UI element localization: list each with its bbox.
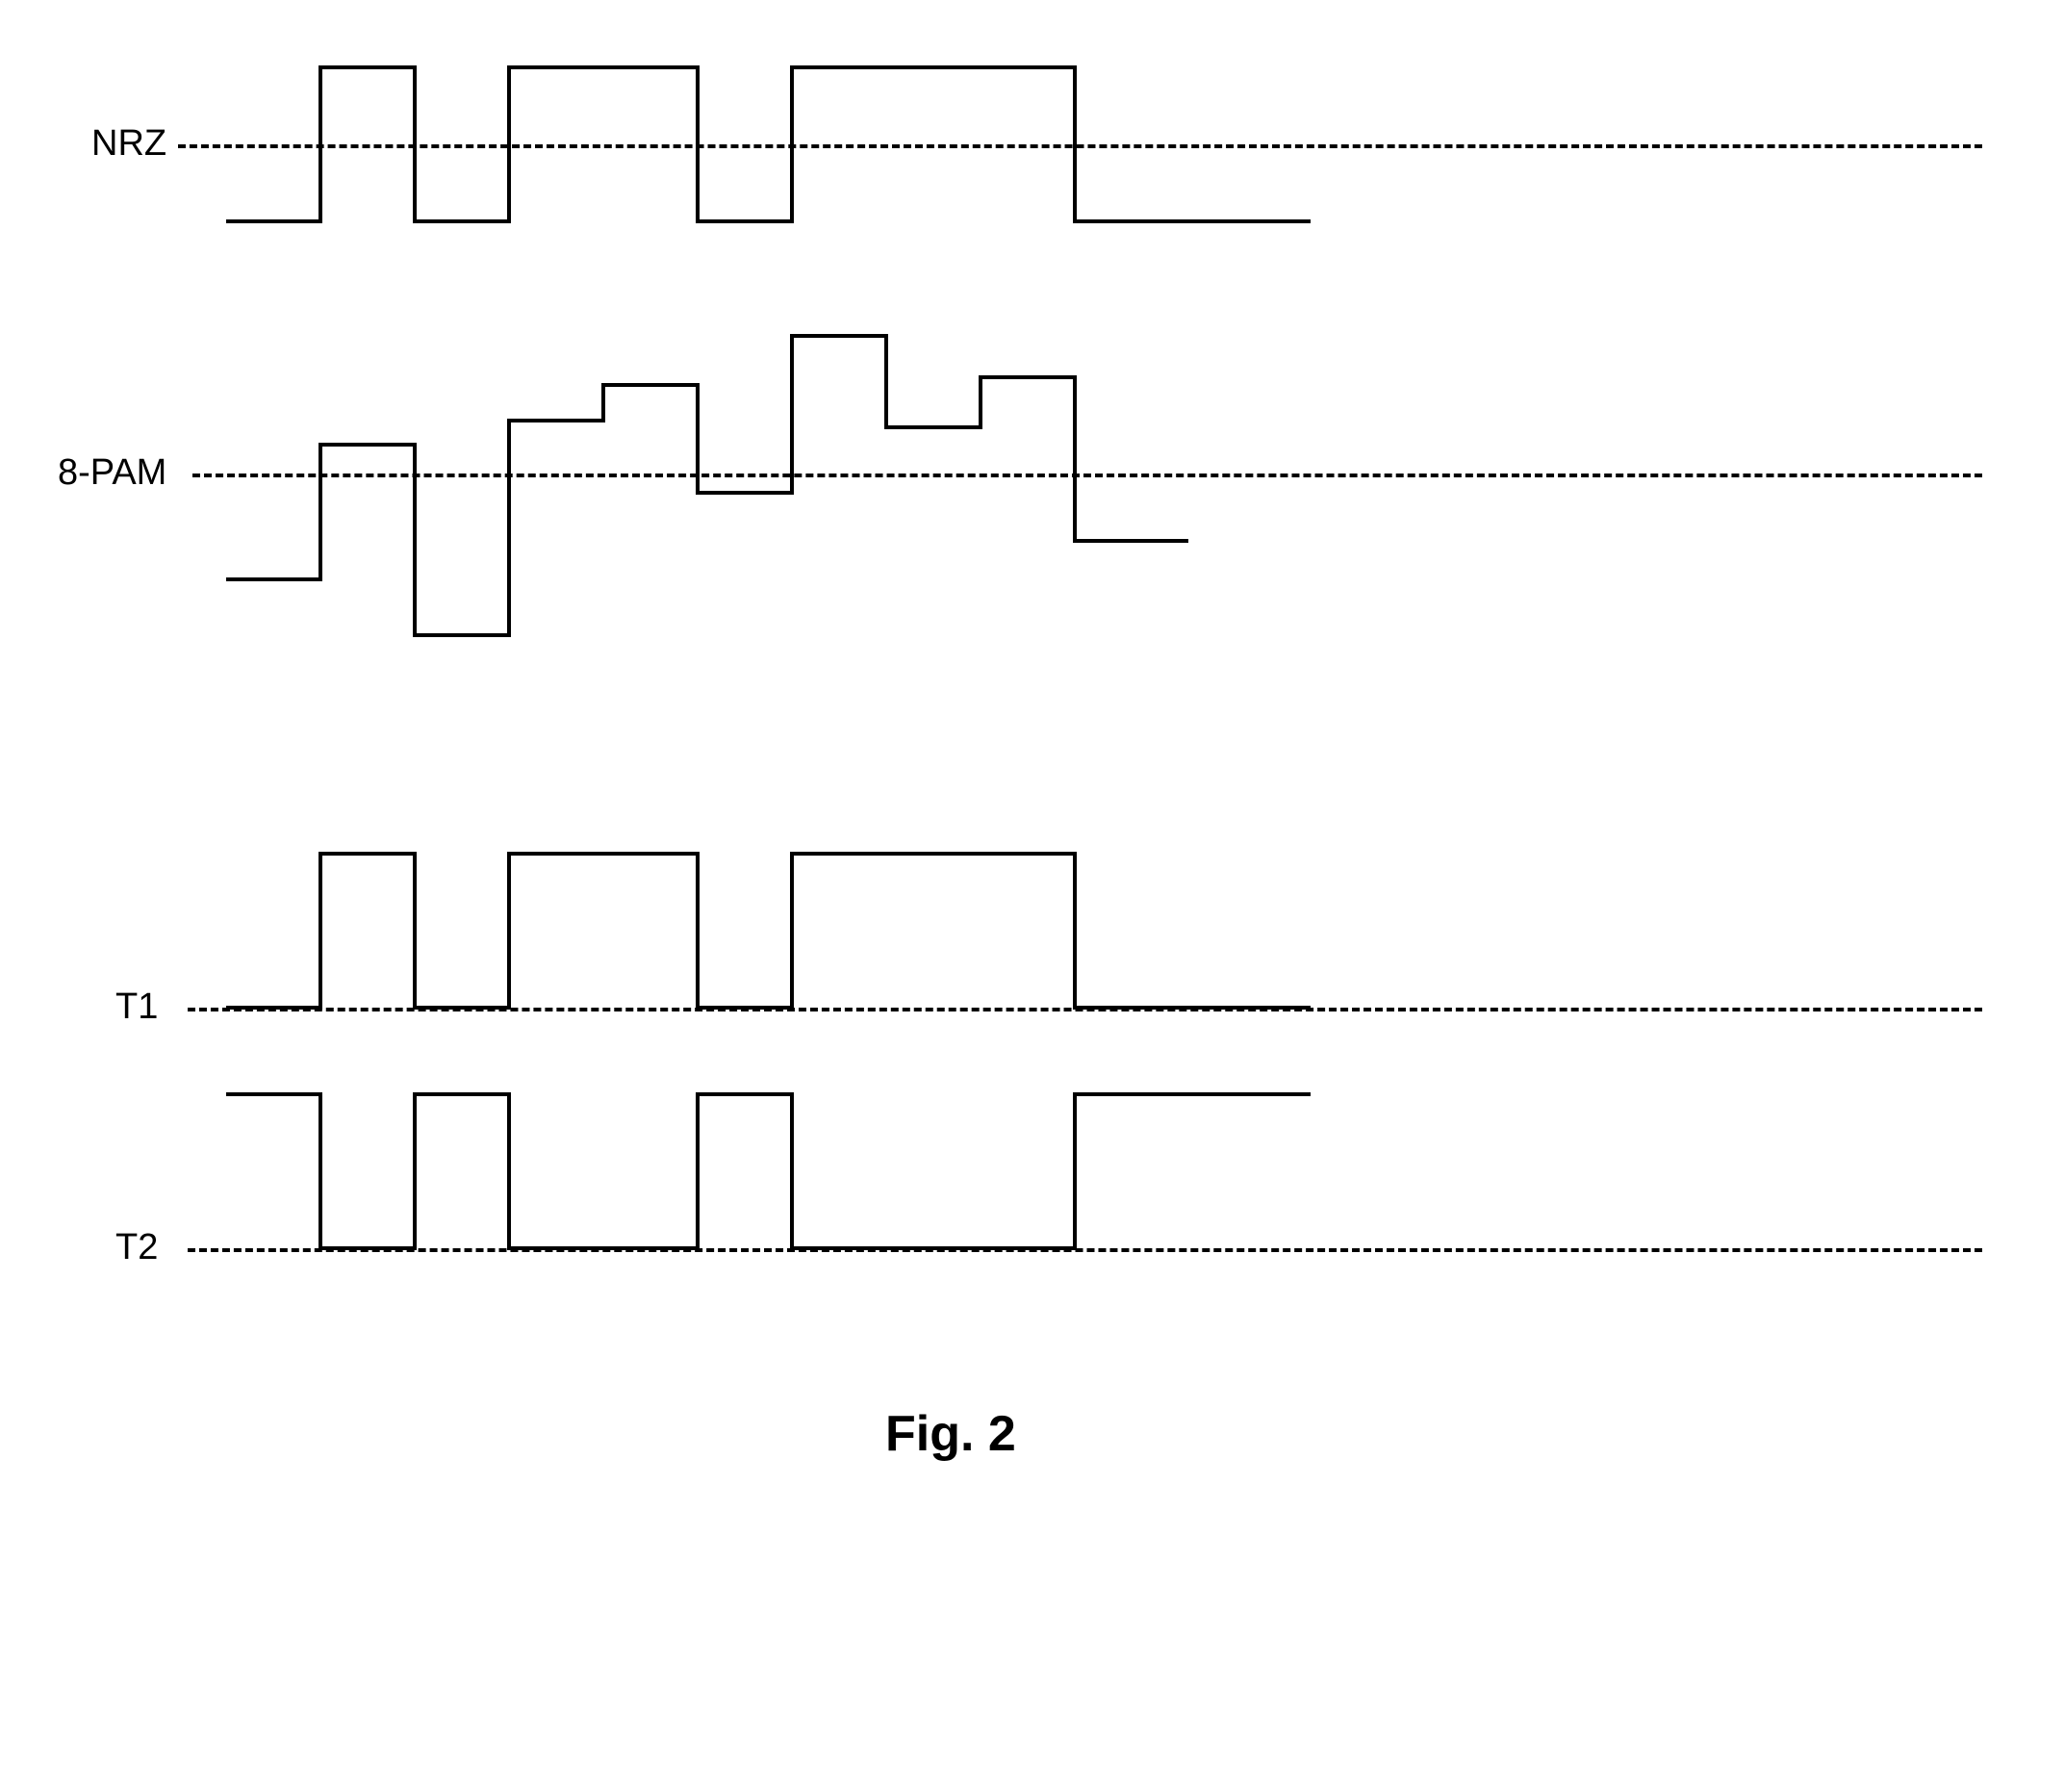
figure-caption: Fig. 2 (885, 1405, 1016, 1463)
figure-container: NRZ 8-PAM T1 T2 Fig. 2 (38, 38, 2026, 1754)
waveform-t2 (38, 38, 2026, 1754)
